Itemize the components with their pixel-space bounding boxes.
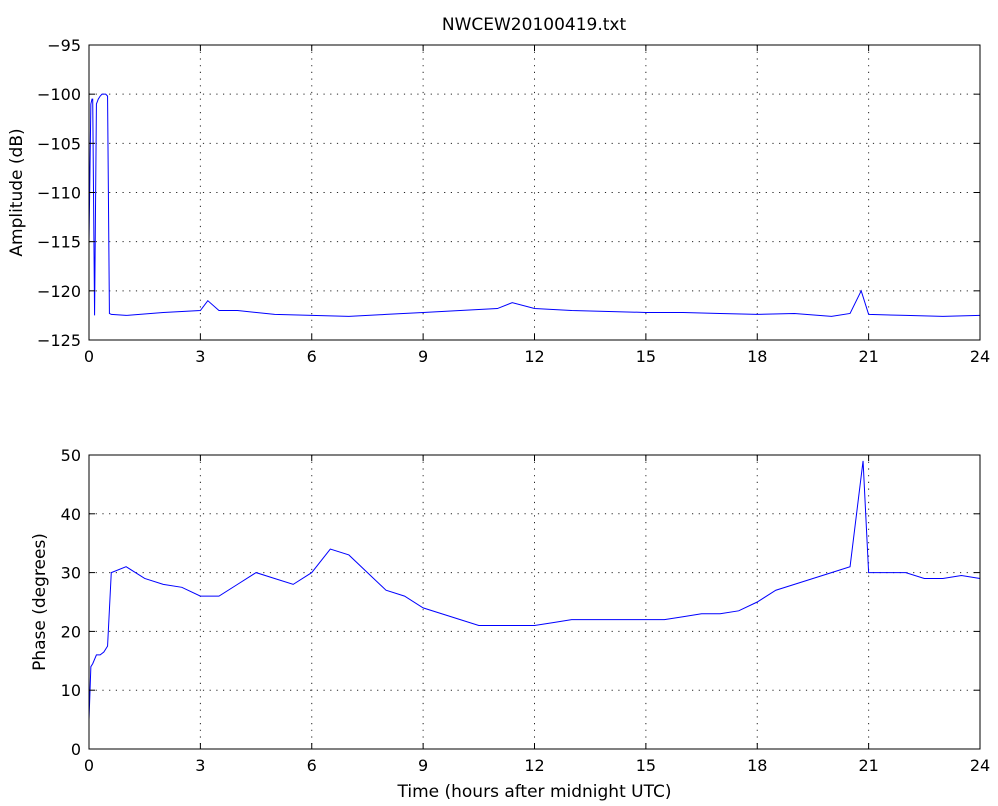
x-tick-label: 21 [858, 347, 878, 366]
x-tick-label: 24 [970, 756, 990, 775]
y-tick-label: −95 [47, 36, 81, 55]
x-tick-label: 6 [307, 756, 317, 775]
series-line [88, 93, 981, 317]
x-tick-label: 9 [418, 347, 428, 366]
y-tick-label: 40 [61, 505, 81, 524]
y-tick-label: 20 [61, 622, 81, 641]
x-tick-label: 12 [524, 347, 544, 366]
y-tick-label: 10 [61, 681, 81, 700]
y-tick-label: −100 [37, 85, 81, 104]
y-tick-label: −125 [37, 331, 81, 350]
x-tick-label: 6 [307, 347, 317, 366]
x-tick-label: 12 [524, 756, 544, 775]
y-tick-label: 50 [61, 446, 81, 465]
x-tick-label: 3 [195, 756, 205, 775]
phase-panel: 0 3 6 9 12 15 18 21 24 0 10 20 30 40 50 Phase (degrees)… [30, 446, 990, 802]
x-tick-label: 0 [84, 756, 94, 775]
y-tick-label: −105 [37, 134, 81, 153]
x-tick-label: 3 [195, 347, 205, 366]
x-tick-label: 24 [970, 347, 990, 366]
y-tick-label: 30 [61, 564, 81, 583]
y-tick-label: −110 [37, 184, 81, 203]
x-tick-label: 15 [636, 347, 656, 366]
series-line [88, 460, 981, 720]
y-tick-label: −115 [37, 233, 81, 252]
y-axis-label: Phase (degrees) [30, 533, 50, 671]
y-tick-label: 0 [71, 740, 81, 759]
y-axis-label: Amplitude (dB) [7, 128, 27, 256]
amplitude-panel: 0 3 6 9 12 15 18 21 24 −125 −120 −115 −110 −105 −100 −9… [7, 36, 990, 366]
x-tick-label: 18 [747, 756, 767, 775]
plot-area [89, 455, 980, 749]
chart-title: NWCEW20100419.txt [442, 15, 627, 35]
x-axis-label: Time (hours after midnight UTC) [396, 782, 671, 802]
x-tick-label: 0 [84, 347, 94, 366]
x-tick-label: 15 [636, 756, 656, 775]
x-tick-label: 21 [858, 756, 878, 775]
y-tick-label: −120 [37, 282, 81, 301]
x-tick-label: 9 [418, 756, 428, 775]
x-tick-label: 18 [747, 347, 767, 366]
